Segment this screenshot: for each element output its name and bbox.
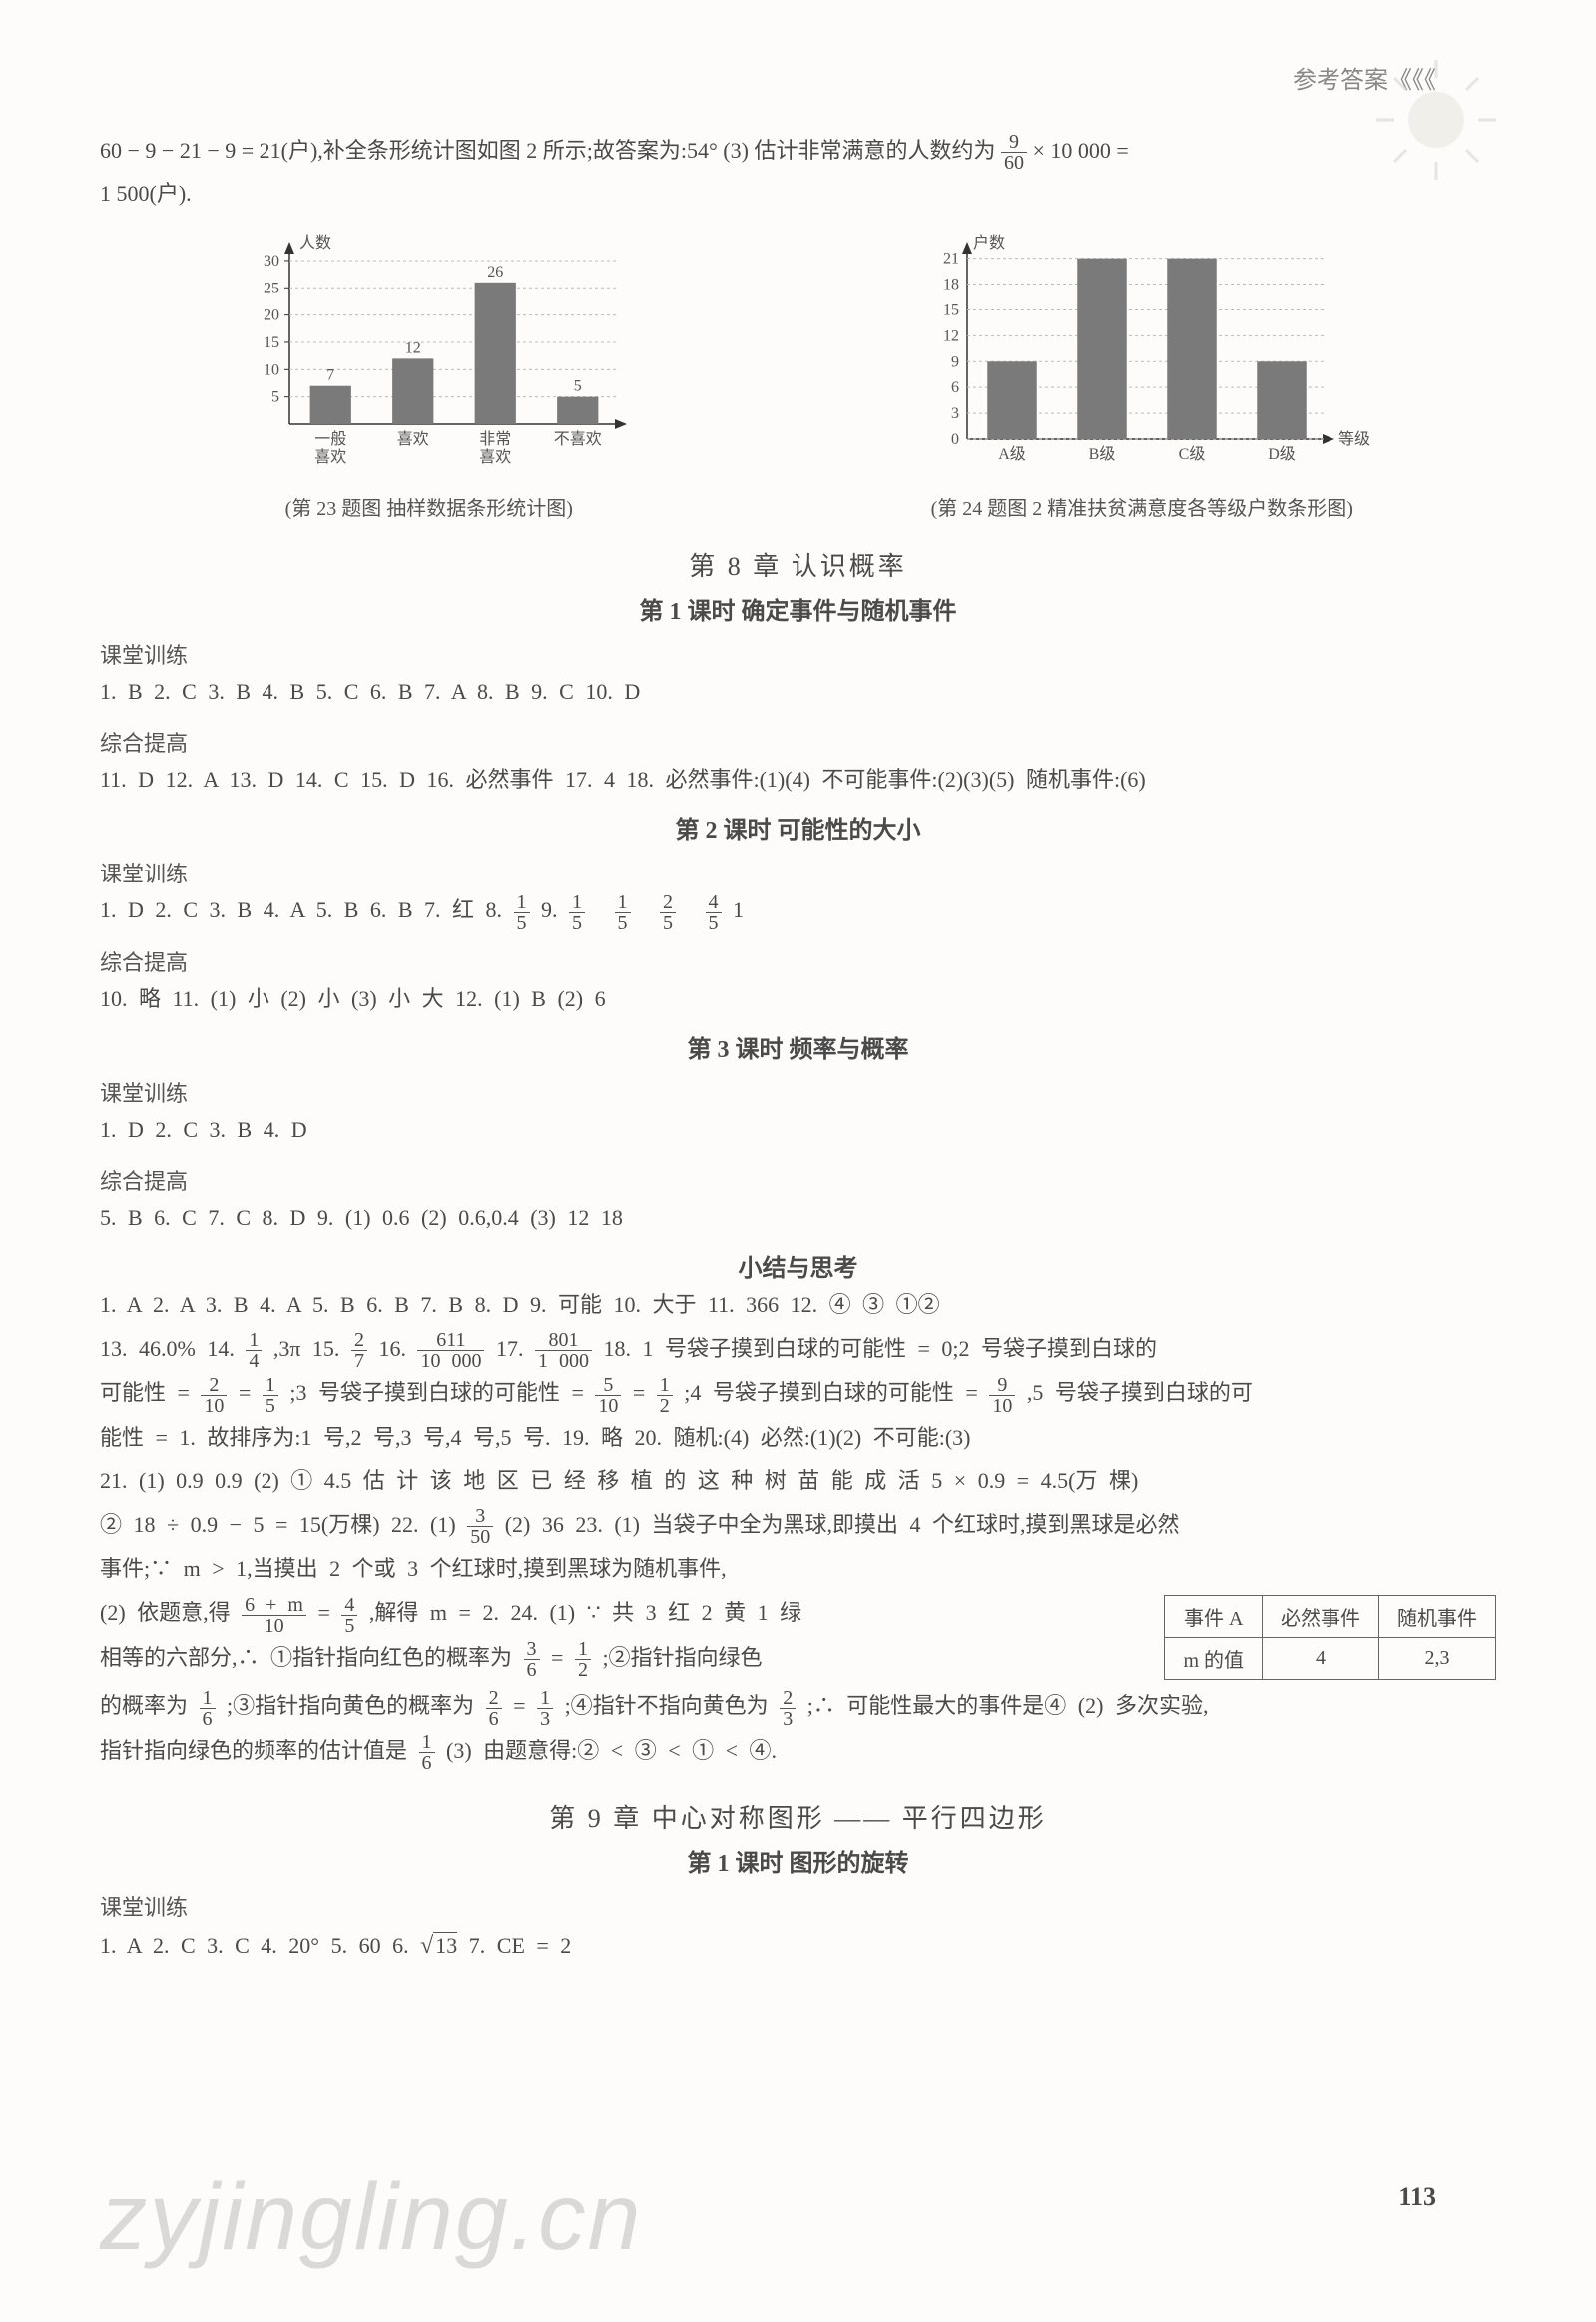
table-cell: 2,3 xyxy=(1379,1638,1496,1680)
ch8-s4-l3: 可能性 = 210 = 15 ;3 号袋子摸到白球的可能性 = 510 = 12… xyxy=(100,1371,1496,1415)
chart-2-block: 0 3 6 9 12 15 18 21 户数等级 A级 B级 C级 D级 (第 24 题图 2 精准扶贫… xyxy=(907,230,1376,521)
svg-text:12: 12 xyxy=(405,340,421,357)
ch8-s1-title: 第 1 课时 确定事件与随机事件 xyxy=(100,591,1496,626)
svg-text:不喜欢: 不喜欢 xyxy=(553,430,601,448)
chart-1-block: 51015202530人数7一般喜欢12喜欢26非常喜欢5不喜欢 (第 23 题… xyxy=(220,230,639,521)
svg-text:非常: 非常 xyxy=(479,430,511,448)
svg-text:10: 10 xyxy=(264,362,279,379)
ch8-s1-ktxl: 1. B 2. C 3. B 4. B 5. C 6. B 7. A 8. B … xyxy=(100,670,1496,714)
intro-paragraph: 60 − 9 − 21 − 9 = 21(户),补全条形统计图如图 2 所示;故… xyxy=(100,130,1496,215)
ch9-s1-ktxl: 1. A 2. C 3. C 4. 20° 5. 60 6. √13 7. CE… xyxy=(100,1922,1496,1970)
chapter-9-title: 第 9 章 中心对称图形 —— 平行四边形 xyxy=(100,1798,1496,1835)
svg-text:20: 20 xyxy=(264,307,279,324)
ch8-s4-l5: 21. (1) 0.9 0.9 (2) ① 4.5 估 计 该 地 区 已 经 … xyxy=(100,1459,1496,1503)
svg-text:户数: 户数 xyxy=(973,234,1005,252)
svg-text:3: 3 xyxy=(951,405,959,422)
table-cell: 4 xyxy=(1263,1638,1379,1680)
ch8-s2-zhtg: 10. 略 11. (1) 小 (2) 小 (3) 小 大 12. (1) B … xyxy=(100,977,1496,1021)
svg-text:A级: A级 xyxy=(998,445,1026,463)
svg-text:26: 26 xyxy=(487,264,503,281)
event-table: 事件 A 必然事件 随机事件 m 的值 4 2,3 xyxy=(1164,1595,1496,1680)
zhtg-label: 综合提高 xyxy=(100,945,1496,977)
ch8-s4-l1: 1. A 2. A 3. B 4. A 5. B 6. B 7. B 8. D … xyxy=(100,1283,1496,1327)
ch8-s4-l6: ② 18 ÷ 0.9 − 5 = 15(万棵) 22. (1) 350 (2) … xyxy=(100,1503,1496,1547)
chart-2-svg: 0 3 6 9 12 15 18 21 户数等级 A级 B级 C级 D级 xyxy=(907,230,1376,479)
charts-row: 51015202530人数7一般喜欢12喜欢26非常喜欢5不喜欢 (第 23 题… xyxy=(100,230,1496,521)
ktxl-label: 课堂训练 xyxy=(100,1076,1496,1108)
svg-text:21: 21 xyxy=(943,251,959,268)
svg-text:7: 7 xyxy=(326,367,334,384)
svg-text:6: 6 xyxy=(951,379,959,396)
svg-text:C级: C级 xyxy=(1179,445,1206,463)
page-header: 参考答案《《《 xyxy=(100,60,1496,120)
ch8-s3-ktxl: 1. D 2. C 3. B 4. D xyxy=(100,1108,1496,1152)
ch8-s4-l4: 能性 = 1. 故排序为:1 号,2 号,3 号,4 号,5 号. 19. 略 … xyxy=(100,1416,1496,1459)
ch8-s3-title: 第 3 课时 频率与概率 xyxy=(100,1029,1496,1064)
svg-text:等级: 等级 xyxy=(1338,430,1370,448)
table-header: 必然事件 xyxy=(1263,1596,1379,1638)
svg-text:15: 15 xyxy=(943,302,959,319)
svg-text:0: 0 xyxy=(951,431,959,448)
ktxl-label: 课堂训练 xyxy=(100,857,1496,888)
ch8-s3-zhtg: 5. B 6. C 7. C 8. D 9. (1) 0.6 (2) 0.6,0… xyxy=(100,1196,1496,1240)
svg-text:18: 18 xyxy=(943,277,959,293)
svg-text:喜欢: 喜欢 xyxy=(479,448,511,466)
table-cell: m 的值 xyxy=(1165,1638,1263,1680)
ch8-s1-zhtg: 11. D 12. A 13. D 14. C 15. D 16. 必然事件 1… xyxy=(100,758,1496,802)
sun-decoration xyxy=(1376,60,1496,180)
ch8-s2-ktxl: 1. D 2. C 3. B 4. A 5. B 6. B 7. 红 8. 15… xyxy=(100,888,1496,932)
fraction: 960 xyxy=(1001,132,1027,173)
chart-2-caption: (第 24 题图 2 精准扶贫满意度各等级户数条形图) xyxy=(907,492,1376,521)
zhtg-label: 综合提高 xyxy=(100,1164,1496,1196)
ktxl-label: 课堂训练 xyxy=(100,1890,1496,1922)
table-header: 事件 A xyxy=(1165,1596,1263,1638)
svg-text:喜欢: 喜欢 xyxy=(314,448,346,466)
svg-text:喜欢: 喜欢 xyxy=(396,430,428,448)
svg-text:人数: 人数 xyxy=(299,234,331,252)
ch8-s4-l11: 指针指向绿色的频率的估计值是 16 (3) 由题意得:② < ③ < ① < ④… xyxy=(100,1729,1496,1773)
chapter-8-title: 第 8 章 认识概率 xyxy=(100,546,1496,583)
chart-1-caption: (第 23 题图 抽样数据条形统计图) xyxy=(220,492,639,521)
chart-1-svg: 51015202530人数7一般喜欢12喜欢26非常喜欢5不喜欢 xyxy=(220,230,639,479)
ch8-s2-title: 第 2 课时 可能性的大小 xyxy=(100,810,1496,845)
ch8-s4-l2: 13. 46.0% 14. 14 ,3π 15. 27 16. 61110 00… xyxy=(100,1327,1496,1371)
ch9-s1-title: 第 1 课时 图形的旋转 xyxy=(100,1843,1496,1878)
table-header: 随机事件 xyxy=(1379,1596,1496,1638)
svg-text:5: 5 xyxy=(574,378,582,395)
svg-text:15: 15 xyxy=(264,334,279,351)
ch8-s4-l10: 的概率为 16 ;③指针指向黄色的概率为 26 = 13 ;④指针不指向黄色为 … xyxy=(100,1684,1496,1728)
svg-text:30: 30 xyxy=(264,253,279,270)
svg-text:25: 25 xyxy=(264,281,279,297)
ktxl-label: 课堂训练 xyxy=(100,638,1496,670)
zhtg-label: 综合提高 xyxy=(100,726,1496,758)
watermark: zyjingling.cn xyxy=(100,2163,643,2272)
svg-text:一般: 一般 xyxy=(314,430,346,448)
svg-text:12: 12 xyxy=(943,328,959,345)
svg-text:D级: D级 xyxy=(1268,445,1296,463)
svg-text:9: 9 xyxy=(951,354,959,371)
page-number: 113 xyxy=(1398,2182,1436,2212)
svg-text:5: 5 xyxy=(271,389,279,406)
svg-text:B级: B级 xyxy=(1089,445,1116,463)
ch8-s4-title: 小结与思考 xyxy=(100,1248,1496,1283)
ch8-s4-l7: 事件;∵ m > 1,当摸出 2 个或 3 个红球时,摸到黑球为随机事件, xyxy=(100,1547,1496,1591)
